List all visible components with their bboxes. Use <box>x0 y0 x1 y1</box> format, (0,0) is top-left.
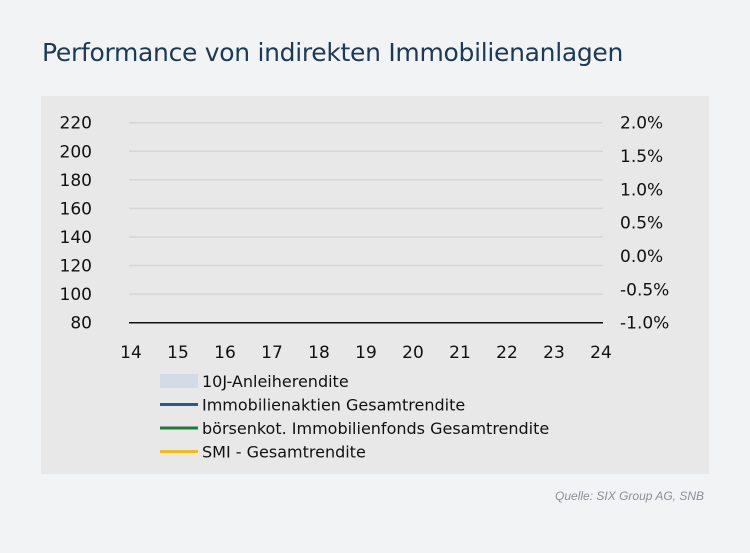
y-tick-label: 120 <box>60 257 92 277</box>
chart-panel <box>41 96 709 474</box>
x-tick-label: 18 <box>308 343 330 363</box>
legend-swatch-area <box>160 374 198 388</box>
x-tick-label: 17 <box>261 343 283 363</box>
chart-title: Performance von indirekten Immobilienanl… <box>42 38 624 67</box>
y2-tick-label: 0.5% <box>620 214 663 234</box>
x-tick-label: 15 <box>167 343 189 363</box>
y2-tick-label: 0.0% <box>620 247 663 267</box>
x-tick-label: 21 <box>449 343 471 363</box>
x-tick-label: 23 <box>543 343 565 363</box>
y-tick-label: 140 <box>60 228 92 248</box>
y2-tick-label: -1.0% <box>620 314 669 334</box>
y2-tick-label: 1.5% <box>620 147 663 167</box>
y2-tick-label: 1.0% <box>620 180 663 200</box>
legend-label: börsenkot. Immobilienfonds Gesamtrendite <box>202 419 549 438</box>
y2-tick-label: -0.5% <box>620 280 669 300</box>
x-tick-label: 16 <box>214 343 236 363</box>
x-tick-label: 20 <box>402 343 424 363</box>
source-note: Quelle: SIX Group AG, SNB <box>555 489 704 503</box>
y-tick-label: 220 <box>60 114 92 134</box>
x-tick-label: 24 <box>590 343 612 363</box>
legend-label: Immobilienaktien Gesamtrendite <box>202 396 465 415</box>
x-tick-label: 22 <box>496 343 518 363</box>
y-tick-label: 80 <box>70 314 92 334</box>
y-tick-label: 160 <box>60 199 92 219</box>
legend-label: 10J-Anleiherendite <box>202 372 349 391</box>
x-tick-label: 19 <box>355 343 377 363</box>
y-tick-label: 180 <box>60 171 92 191</box>
legend-label: SMI - Gesamtrendite <box>202 443 366 462</box>
y-tick-label: 200 <box>60 142 92 162</box>
y2-tick-label: 2.0% <box>620 114 663 134</box>
x-tick-label: 14 <box>120 343 142 363</box>
y-tick-label: 100 <box>60 285 92 305</box>
